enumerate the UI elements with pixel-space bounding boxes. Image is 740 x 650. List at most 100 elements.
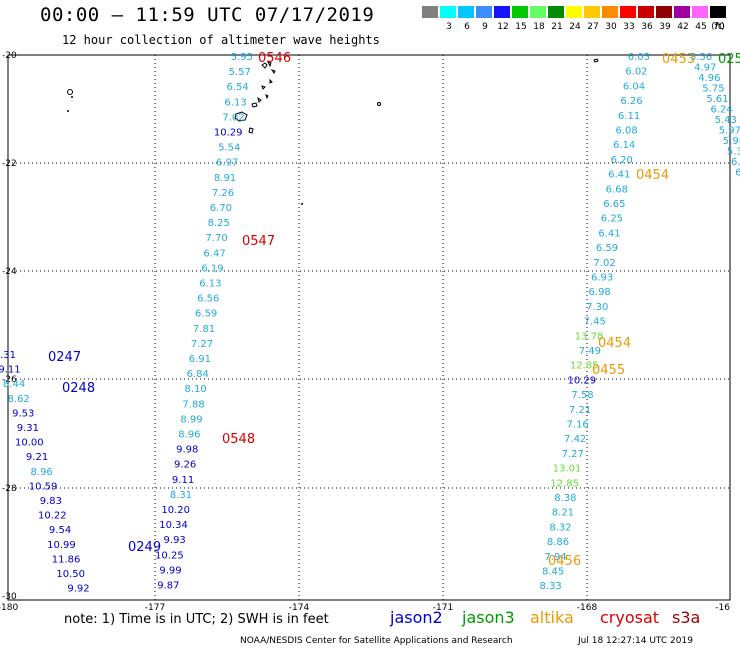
satellite-pass: 9.31 9.11 8.44 8.62 9.53 9.31 10.00 9.21 8.96 10.… (0, 350, 161, 595)
color-scale-label: 39 (659, 22, 671, 32)
color-swatch (476, 6, 492, 18)
wave-height-value: 6.59 (195, 309, 217, 320)
pass-time-label: 0455 (592, 363, 625, 378)
wave-height-value: 8.91 (214, 173, 236, 184)
wave-height-value: 9.26 (174, 460, 196, 471)
island-outlines (67, 58, 599, 205)
wave-height-value: 8.86 (547, 537, 569, 548)
pass-time-label: 0547 (242, 234, 275, 249)
pass-time-label: 0247 (48, 350, 81, 365)
wave-height-value: 6.97 (216, 158, 238, 169)
wave-height-value: 10.25 (155, 550, 184, 561)
lat-tick-label: -30 (2, 592, 17, 602)
island-marker (71, 96, 73, 98)
color-scale-label: 12 (497, 22, 509, 32)
page-title: 00:00 – 11:59 UTC 07/17/2019 (40, 4, 375, 26)
color-swatch (440, 6, 456, 18)
wave-height-value: 10.22 (38, 511, 67, 522)
wave-height-value: 7.70 (206, 233, 228, 244)
wave-height-value: 5.98 (723, 136, 740, 147)
satellite-legend-jason3: jason3 (462, 608, 515, 627)
wave-height-value: 7.30 (586, 302, 608, 313)
wave-height-value: 8.96 (31, 467, 53, 478)
wave-height-value: 5.61 (706, 94, 728, 105)
color-swatch (530, 6, 546, 18)
wave-height-value: 8.21 (552, 508, 574, 519)
color-scale-label: 36 (641, 22, 653, 32)
pass-time-label: 0248 (62, 381, 95, 396)
color-scale-label: 9 (482, 22, 488, 32)
color-scale-label: 15 (515, 22, 527, 32)
wave-height-value: 6.93 (591, 273, 613, 284)
wave-height-value: 5.54 (218, 143, 240, 154)
pass-time-label: 0454 (636, 168, 669, 183)
color-scale-label: 24 (569, 22, 581, 32)
page-subtitle: 12 hour collection of altimeter wave hei… (62, 33, 380, 47)
lon-tick-label: -171 (433, 603, 453, 613)
wave-height-value: 5.95 (231, 52, 253, 63)
color-scale-label: 70 (713, 22, 725, 32)
lon-tick-label: -16 (715, 603, 730, 613)
wave-height-value: 6.19 (201, 263, 223, 274)
wave-height-value: 6.05 (628, 52, 650, 63)
wave-height-value: 6.24 (711, 105, 733, 116)
wave-height-value: 9.92 (67, 584, 89, 595)
island-marker (377, 102, 381, 106)
wave-height-value: 7.58 (571, 390, 593, 401)
wave-height-value: 6.91 (189, 354, 211, 365)
color-swatch (494, 6, 510, 18)
wave-height-value: 10.00 (15, 438, 44, 449)
wave-height-value: 6. (731, 157, 740, 168)
wave-height-value: 6.25 (601, 214, 623, 225)
wave-height-value: 9.83 (40, 496, 62, 507)
pass-time-label: 025 (718, 52, 740, 67)
wave-height-value: 8.38 (554, 493, 576, 504)
lon-tick-label: -180 (0, 603, 18, 613)
wave-height-value: 6.02 (625, 67, 647, 78)
wave-height-value: 7.42 (564, 434, 586, 445)
pass-time-label: 0454 (598, 336, 631, 351)
wave-height-value: 6 (735, 168, 740, 179)
wave-height-value: 8.99 (180, 414, 202, 425)
color-scale-label: 27 (587, 22, 599, 32)
color-swatch (710, 6, 726, 18)
wave-height-value: 4.96 (698, 73, 720, 84)
island-marker (67, 110, 69, 112)
pass-time-label: 0546 (258, 51, 291, 66)
color-scale-label: 3 (446, 22, 452, 32)
wave-height-value: 6.65 (603, 199, 625, 210)
lon-tick-label: -177 (145, 603, 165, 613)
wave-height-value: 9.93 (164, 535, 186, 546)
wave-height-value: 6.04 (623, 81, 645, 92)
color-swatch (656, 6, 672, 18)
wave-height-value: 10.34 (159, 520, 188, 531)
wave-height-value: 6.13 (199, 279, 221, 290)
wave-height-value: 6.08 (615, 126, 637, 137)
map-grid (7, 54, 731, 601)
wave-height-value: 10.29 (214, 128, 243, 139)
color-scale-label: 18 (533, 22, 545, 32)
wave-height-value: 9.11 (172, 475, 194, 486)
wave-height-value: 7.27 (562, 449, 584, 460)
wave-height-value: 5.56 (690, 52, 712, 63)
satellite-pass: 5.95 5.57 6.54 6.13 7.02 10.29 5.54 6.97 8.91 7.2… (155, 51, 291, 592)
color-swatch (620, 6, 636, 18)
color-swatch (584, 6, 600, 18)
wave-height-value: 7.88 (182, 399, 204, 410)
wave-height-value: 10.99 (47, 540, 76, 551)
wave-height-value: 12.85 (550, 478, 579, 489)
color-scale-label: 6 (464, 22, 470, 32)
wave-height-value: 8.31 (170, 490, 192, 501)
color-swatch (566, 6, 582, 18)
footnote: note: 1) Time is in UTC; 2) SWH is in fe… (64, 612, 329, 627)
wave-height-value: 6.47 (203, 248, 225, 259)
color-scale-label: 21 (551, 22, 563, 32)
wave-height-value: 6.54 (227, 82, 249, 93)
wave-height-value: 7.27 (191, 339, 213, 350)
wave-height-value: 8.32 (549, 522, 571, 533)
wave-height-value: 6.84 (187, 369, 209, 380)
wave-height-value: 7.49 (579, 346, 601, 357)
wave-height-value: 5.43 (715, 115, 737, 126)
wave-height-value: 10.29 (567, 375, 596, 386)
wave-height-value: 8.62 (8, 394, 30, 405)
